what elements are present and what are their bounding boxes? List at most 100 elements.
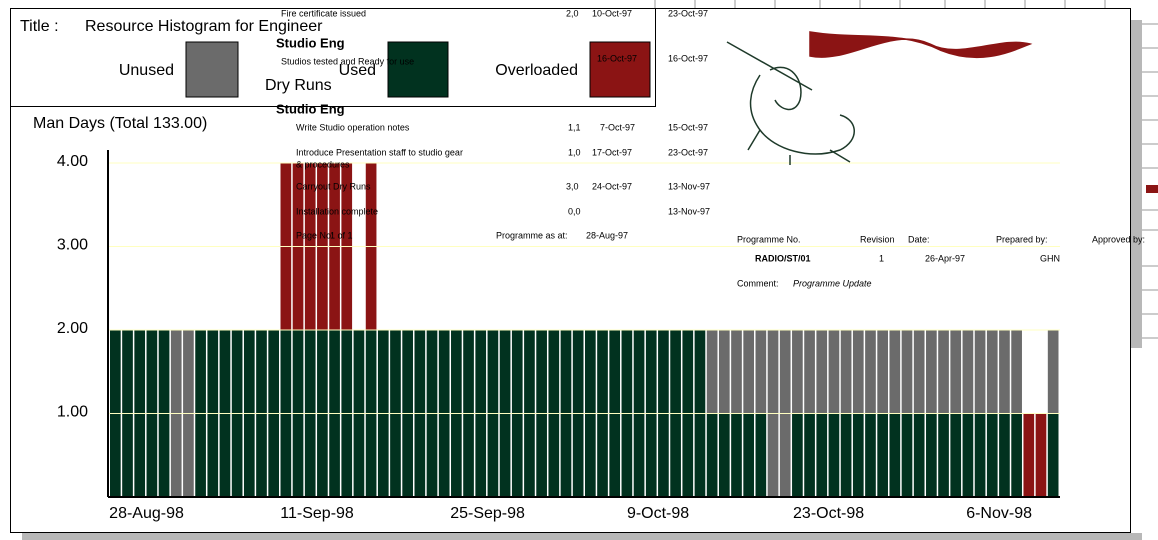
footer-header: Date:	[908, 234, 930, 244]
bar-segment	[816, 414, 827, 498]
bar-segment	[877, 330, 888, 414]
chart-title: Resource Histogram for Engineer	[85, 18, 323, 35]
bar-segment	[987, 330, 998, 414]
screenshot: Title : Resource Histogram for Engineer Dr…	[0, 0, 1158, 540]
page: {"chart_data": { "type": "bar", "stacked…	[0, 0, 1158, 540]
task: Write Studio operation notes	[296, 122, 410, 132]
x-tick-label: 25-Sep-98	[450, 505, 525, 522]
y-tick-label: 2.00	[57, 320, 88, 337]
bar-segment	[841, 414, 852, 498]
footer-value: 26-Apr-97	[925, 253, 965, 263]
footer-header: Approved by:	[1092, 234, 1145, 244]
title-prefix: Title :	[20, 18, 59, 35]
bar-segment	[731, 330, 742, 414]
shadow	[22, 533, 1142, 540]
x-tick-label: 11-Sep-98	[280, 505, 354, 522]
footer-header: Revision	[860, 234, 895, 244]
start: 7-Oct-97	[600, 122, 635, 132]
task: Studios tested and Ready for use	[281, 56, 414, 66]
footer-header: Prepared by:	[996, 234, 1048, 244]
bar-segment	[926, 414, 937, 498]
bar-segment	[950, 414, 961, 498]
bar-segment	[707, 414, 718, 498]
bar-segment	[865, 330, 876, 414]
bar-segment	[1036, 414, 1047, 498]
bar-segment	[829, 330, 840, 414]
bar-segment	[926, 330, 937, 414]
bar-segment	[804, 330, 815, 414]
legend-label: Unused	[119, 62, 174, 79]
duration: 3,0	[566, 181, 579, 191]
x-tick-label: 6-Nov-98	[966, 505, 1032, 522]
finish: 23-Oct-97	[668, 8, 708, 18]
comment-label: Comment:	[737, 278, 779, 288]
bar-segment	[816, 330, 827, 414]
bar-segment	[743, 414, 754, 498]
bar-segment	[853, 330, 864, 414]
bar-segment	[975, 330, 986, 414]
bar-segment	[889, 414, 900, 498]
bar-segment	[719, 414, 730, 498]
bar-segment	[841, 330, 852, 414]
bar-segment	[999, 414, 1010, 498]
bar-segment	[792, 414, 803, 498]
finish: 15-Oct-97	[668, 122, 708, 132]
asat-label: Programme as at:	[496, 230, 568, 240]
asat: 28-Aug-97	[586, 230, 628, 240]
background-bar	[1146, 185, 1158, 193]
milestone: 16-Oct-97	[597, 53, 637, 63]
bar-segment	[1011, 330, 1022, 414]
y-tick-label: 4.00	[57, 153, 88, 170]
x-tick-label: 28-Aug-98	[109, 505, 184, 522]
legend-swatch	[590, 42, 650, 97]
bar-segment	[877, 414, 888, 498]
bar-segment	[902, 330, 913, 414]
bar-segment	[975, 414, 986, 498]
bar-segment	[950, 330, 961, 414]
bar-segment	[707, 330, 718, 414]
bar-segment	[756, 330, 767, 414]
start: 10-Oct-97	[592, 8, 632, 18]
footer-header: Programme No.	[737, 234, 801, 244]
bar-segment	[756, 414, 767, 498]
start: 17-Oct-97	[592, 147, 632, 157]
page: 1 of 1	[330, 230, 353, 240]
bar-segment	[963, 414, 974, 498]
finish: 13-Nov-97	[668, 181, 710, 191]
bar-segment	[743, 330, 754, 414]
bar-segment	[938, 414, 949, 498]
bar-segment	[938, 330, 949, 414]
bar-segment	[999, 330, 1010, 414]
bar-segment	[731, 414, 742, 498]
subtitle: Dry Runs	[265, 77, 332, 94]
footer-value: GHN	[1040, 253, 1060, 263]
bar-segment	[963, 330, 974, 414]
bar-segment	[804, 414, 815, 498]
start: 24-Oct-97	[592, 181, 632, 191]
task: Introduce Presentation staff to studio g…	[296, 147, 463, 157]
duration: 2,0	[566, 8, 579, 18]
y-axis-label: Man Days (Total 133.00)	[33, 115, 207, 132]
bar-segment	[902, 414, 913, 498]
footer-value: 1	[879, 253, 884, 263]
shadow	[1130, 20, 1142, 348]
x-tick-label: 9-Oct-98	[627, 505, 689, 522]
finish: 13-Nov-97	[668, 206, 710, 216]
bar-segment	[987, 414, 998, 498]
bar-segment	[1023, 414, 1034, 498]
bar-segment	[914, 414, 925, 498]
finish: 16-Oct-97	[668, 53, 708, 63]
bar-segment	[1011, 414, 1022, 498]
group: Studio Eng	[276, 35, 345, 50]
comment: Programme Update	[793, 278, 872, 288]
bar-segment	[829, 414, 840, 498]
finish: 23-Oct-97	[668, 147, 708, 157]
task: & procedures	[296, 159, 350, 169]
group: Studio Eng	[276, 101, 345, 116]
y-tick-label: 3.00	[57, 237, 88, 254]
bar-segment	[792, 330, 803, 414]
bar-segment	[914, 330, 925, 414]
bar-segment	[853, 414, 864, 498]
bar-segment	[1048, 414, 1059, 498]
bar-segment	[865, 414, 876, 498]
